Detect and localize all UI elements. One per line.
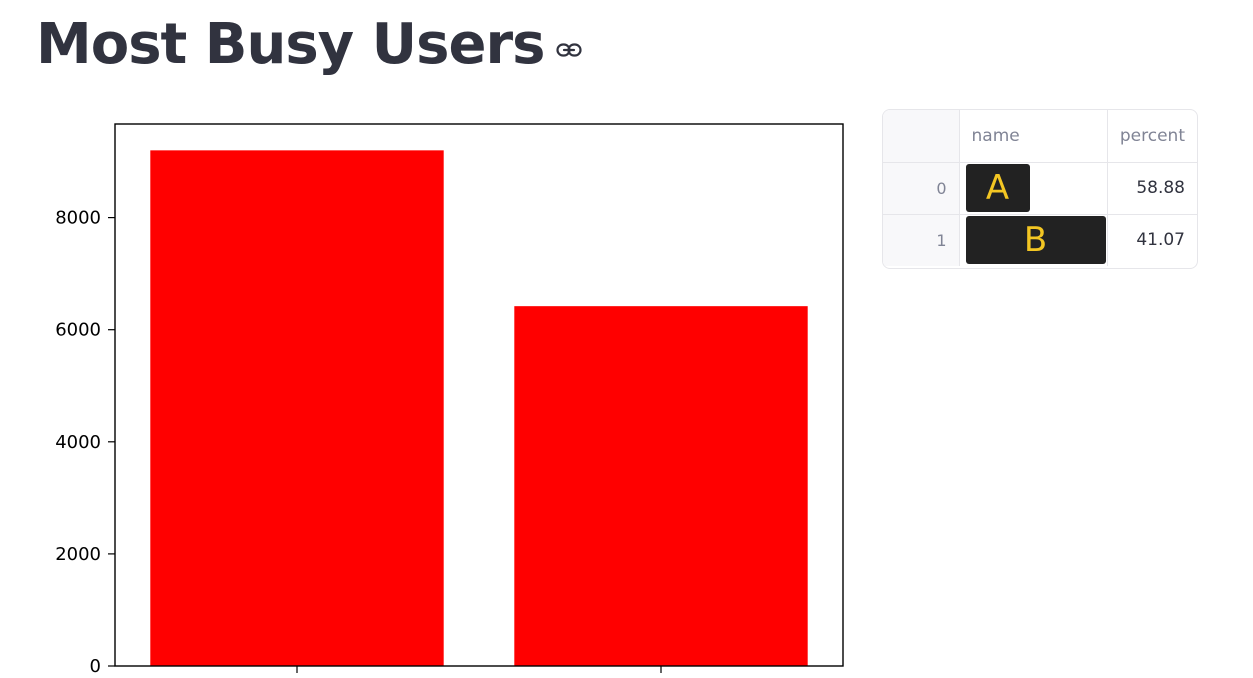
data-table-container[interactable]: name percent 0 A 58.88 1 B [882,109,1198,269]
name-cell[interactable]: A [959,162,1108,215]
link-icon[interactable] [556,43,583,57]
column-header-index[interactable] [883,110,960,163]
y-tick-label: 8000 [55,208,101,229]
redaction-mark: B [965,216,1106,265]
column-header-percent[interactable]: percent [1107,110,1197,163]
plot-frame [114,123,844,667]
page-title: Most Busy Users [36,12,545,77]
y-tick-label: 2000 [55,544,101,565]
y-tick-label: 4000 [55,432,101,453]
table-row[interactable]: 0 A 58.88 [883,162,1197,215]
bar-chart: 0 2000 4000 6000 8000 [0,118,850,678]
data-table: name percent 0 A 58.88 1 B [883,110,1197,266]
page-header: Most Busy Users [36,10,583,80]
column-header-name[interactable]: name [959,110,1108,163]
redaction-label: B [1023,220,1048,261]
chart-bar [150,150,444,666]
redaction-mark: A [965,164,1030,212]
percent-cell[interactable]: 58.88 [1107,162,1197,215]
row-index: 0 [883,162,960,215]
table-row[interactable]: 1 B 41.07 [883,214,1197,266]
redaction-label: A [985,168,1010,208]
percent-cell[interactable]: 41.07 [1136,230,1185,251]
row-index: 1 [883,214,960,266]
chart-bar [514,306,808,666]
bar-chart-svg: 0 2000 4000 6000 8000 [55,123,844,677]
table-header-row: name percent [883,110,1197,163]
y-tick-label: 6000 [55,320,101,341]
name-cell[interactable]: B [959,214,1108,266]
y-tick-label: 0 [90,656,101,677]
